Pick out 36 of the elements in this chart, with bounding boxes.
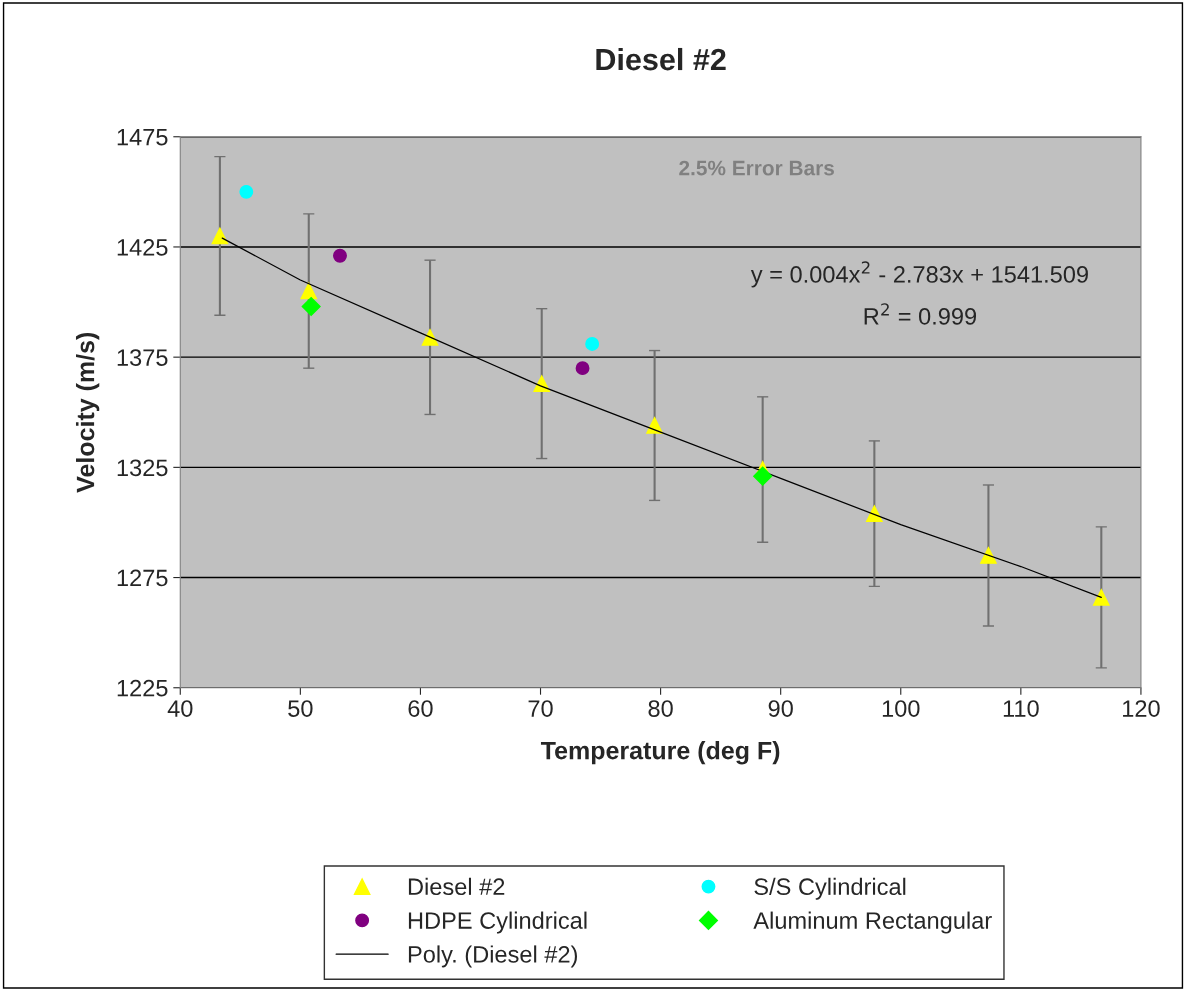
x-tick-label: 60	[408, 700, 433, 717]
point	[585, 336, 600, 351]
x-tick-label: 80	[648, 700, 673, 717]
annotation: R$^{2}$ = 0.999	[864, 303, 977, 325]
y-tick-label: 1225	[117, 679, 168, 697]
point	[333, 248, 347, 263]
point	[300, 282, 318, 300]
point	[301, 296, 321, 316]
x-tick-label: 100	[882, 700, 920, 717]
y-tick-label: 1275	[117, 569, 168, 587]
legend-label: S/S Cylindrical	[754, 877, 906, 900]
y-tick-label: 1425	[117, 239, 168, 256]
legend-label: HDPE Cylindrical	[408, 911, 587, 934]
x-tick-label: 120	[1123, 700, 1160, 717]
annotation: y = 0.004x$^{2}$ - 2.783x + 1541.509	[750, 261, 1088, 288]
point	[1092, 589, 1110, 606]
point	[239, 184, 254, 199]
y-tick-label: 1325	[117, 459, 168, 477]
point	[421, 328, 439, 346]
legend-label: Aluminum Rectangular	[753, 911, 992, 934]
x-tick-label: 110	[1003, 700, 1039, 717]
y-axis-title: Velocity (m/s)	[75, 332, 100, 493]
x-tick-label: 50	[288, 700, 313, 717]
x-axis-title: Temperature (deg F)	[540, 741, 780, 765]
x-tick-label: 70	[528, 700, 553, 717]
chart-title: Diesel #2	[596, 47, 726, 71]
y-tick-label: 1375	[117, 349, 168, 366]
point	[211, 227, 229, 245]
x-tick-label: 40	[167, 700, 193, 717]
point	[753, 466, 773, 486]
annotation: 2.5% Error Bars	[679, 160, 834, 176]
point	[575, 361, 590, 376]
y-tick-label: 1475	[117, 129, 168, 146]
legend-label: Diesel #2	[408, 877, 505, 896]
legend-label: Poly. (Diesel #2)	[408, 945, 577, 968]
x-tick-label: 90	[768, 700, 793, 717]
